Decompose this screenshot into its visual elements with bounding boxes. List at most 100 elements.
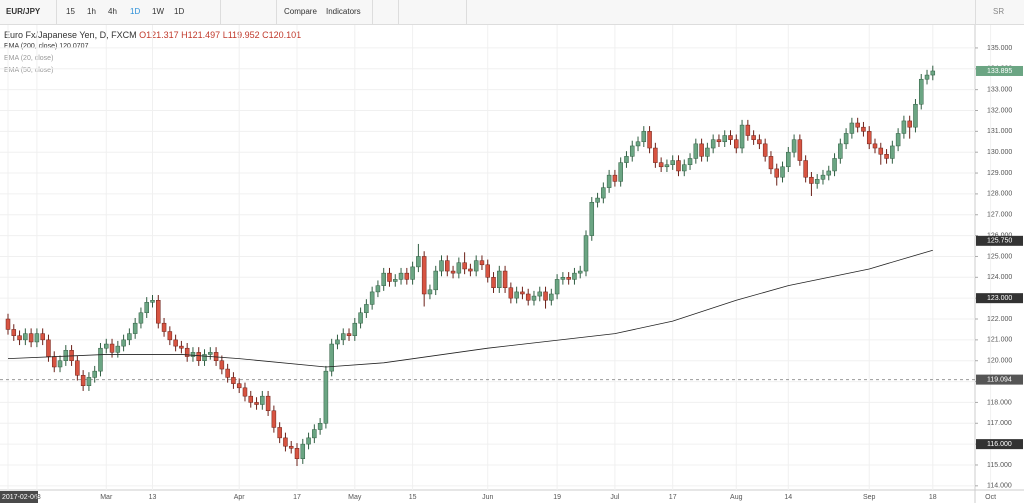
price-label: 125.750 <box>987 238 1012 245</box>
price-label-box <box>976 235 1023 246</box>
candle-body <box>734 139 739 149</box>
y-tick-label: 114.000 <box>987 483 1012 490</box>
x-tick-label: May <box>348 494 362 501</box>
y-tick-label: 131.000 <box>987 128 1012 135</box>
legend-title-row: Euro Fx/Japanese Yen, D, FXCM O121.317 H… <box>4 29 301 41</box>
candle-body <box>138 312 144 324</box>
candle-body <box>901 120 907 134</box>
study-name[interactable]: EMA (200, close) <box>4 43 58 50</box>
candle-body <box>144 302 149 314</box>
candle-body <box>814 179 820 184</box>
interval[interactable]: 1D <box>174 7 185 16</box>
y-tick-label: 120.000 <box>987 358 1012 365</box>
candle-body <box>219 360 225 370</box>
compare-button[interactable]: Compare <box>284 7 317 16</box>
candle-body <box>132 322 138 334</box>
candle-body <box>51 356 57 368</box>
candle-body <box>410 266 415 280</box>
separator <box>975 0 976 24</box>
x-tick-label: 13 <box>149 494 157 501</box>
candle-body <box>618 162 623 182</box>
candle-body <box>670 160 675 165</box>
ohlc-readout: H121.497 <box>181 30 221 40</box>
candle-body <box>687 158 693 165</box>
y-tick-label: 135.000 <box>987 45 1012 52</box>
price-label: 119.094 <box>987 376 1012 383</box>
study-row: EMA (200, close) 120.0707 <box>4 41 301 53</box>
candle-body <box>699 143 704 157</box>
interval[interactable]: 15 <box>66 7 75 16</box>
candle-body <box>803 160 808 178</box>
candle-body <box>549 293 554 301</box>
y-tick-label: 133.000 <box>987 86 1012 93</box>
price-label: 123.000 <box>987 295 1012 302</box>
sr-button[interactable]: SR <box>993 7 1005 16</box>
x-tick-label: 18 <box>929 494 937 501</box>
x-tick-label: Oct <box>985 494 996 501</box>
x-tick-label: 14 <box>784 494 792 501</box>
candle-body <box>184 347 190 357</box>
candle-body <box>369 291 375 305</box>
candle-body <box>751 135 756 140</box>
candle-body <box>762 143 768 157</box>
candle-body <box>208 352 213 355</box>
interval[interactable]: 1h <box>87 7 96 16</box>
candle-body <box>641 131 647 143</box>
y-tick-label: 121.000 <box>987 337 1012 344</box>
indicators-button[interactable]: Indicators <box>326 7 361 16</box>
interval[interactable]: 1D <box>130 7 141 16</box>
candle-body <box>433 270 438 291</box>
candle-body <box>121 339 126 347</box>
candle-body <box>895 133 901 147</box>
ema-line <box>7 249 933 368</box>
study-value: 120.0707 <box>59 43 89 50</box>
chart: 114.000 115.000 116.000 117.000 118.000 119.0… <box>0 25 1024 503</box>
candle-body <box>589 201 595 236</box>
candle-body <box>525 293 531 301</box>
candle-body <box>890 145 895 159</box>
candle-body <box>161 322 167 332</box>
candle-body <box>5 318 11 330</box>
candle-body <box>491 277 496 288</box>
y-tick-label: 130.000 <box>987 149 1012 156</box>
candle-body <box>913 103 918 128</box>
candle-body <box>554 279 560 295</box>
candle-body <box>167 331 173 341</box>
candle-body <box>352 322 358 336</box>
candle-body <box>826 170 832 176</box>
candle-body <box>918 78 924 105</box>
separator <box>466 0 467 24</box>
y-tick-label: 115.000 <box>987 462 1012 469</box>
candle-body <box>710 139 716 149</box>
candle-body <box>109 343 115 353</box>
candle-body <box>75 360 80 376</box>
candle-body <box>664 164 670 168</box>
separator <box>372 0 373 24</box>
candle-body <box>283 437 288 447</box>
study-row: EMA (50, close) <box>4 65 301 77</box>
symbol[interactable]: EUR/JPY <box>6 7 41 16</box>
price-label-box <box>976 293 1023 304</box>
candle-body <box>381 272 386 286</box>
x-tick-label: Jul <box>610 494 619 501</box>
candle-body <box>387 272 392 282</box>
candle-body <box>624 156 629 163</box>
candle-body <box>832 158 837 172</box>
study-name[interactable]: EMA (20, close) <box>4 55 54 62</box>
candle-body <box>855 122 860 128</box>
candle-body <box>98 347 103 372</box>
interval[interactable]: 4h <box>108 7 117 16</box>
candle-body <box>728 135 733 140</box>
y-tick-label: 117.000 <box>987 420 1012 427</box>
interval[interactable]: 1W <box>152 7 164 16</box>
candle-body <box>300 443 306 459</box>
price-label-box <box>976 65 1023 76</box>
candle-body <box>861 126 866 132</box>
candle-body <box>497 270 502 288</box>
study-name[interactable]: EMA (50, close) <box>4 67 54 74</box>
y-tick-label: 129.000 <box>987 170 1012 177</box>
candle-body <box>560 277 566 280</box>
candle-body <box>63 350 69 361</box>
y-tick-label: 128.000 <box>987 191 1012 198</box>
